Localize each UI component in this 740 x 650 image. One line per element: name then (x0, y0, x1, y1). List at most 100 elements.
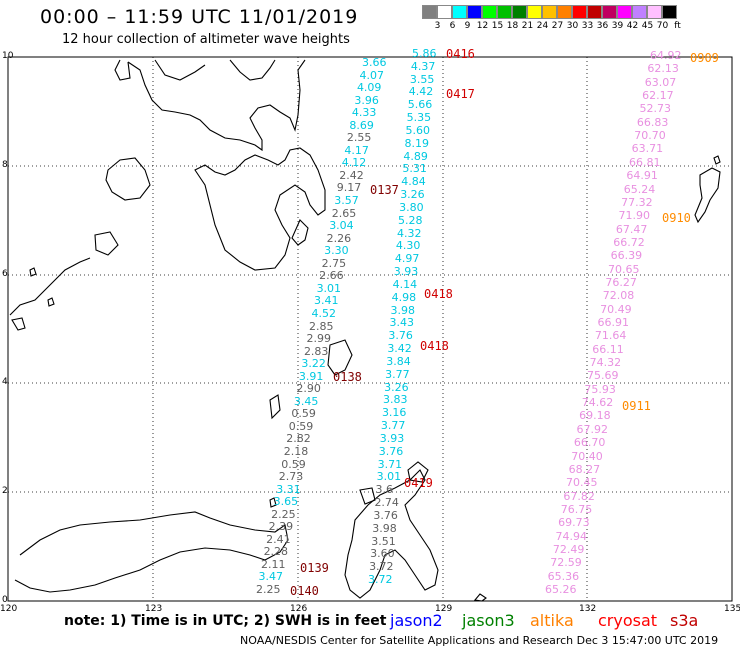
wave-height-label: 2.75 (321, 256, 347, 270)
colorbar-swatch (497, 5, 512, 19)
wave-height-label: 3.72 (369, 560, 394, 574)
pass-time-label: 0911 (622, 399, 651, 413)
wave-height-label: 3.65 (273, 495, 299, 509)
wave-height-label: 2.28 (263, 545, 289, 559)
pass-time-label: 0418 (420, 339, 449, 353)
wave-height-label: 3.26 (384, 380, 409, 394)
wave-height-label: 2.11 (261, 557, 286, 571)
colorbar-label: 3 (434, 21, 441, 31)
wave-height-label: 5.35 (406, 111, 432, 125)
colorbar-label: 12 (476, 21, 489, 31)
wave-height-label: 3.47 (258, 570, 284, 584)
x-tick-label: 132 (579, 604, 597, 614)
wave-height-label: 4.30 (395, 239, 421, 253)
colorbar-swatch (662, 5, 677, 19)
pass-time-label: 0140 (290, 584, 319, 598)
wave-height-label: 3.96 (354, 93, 379, 107)
wave-height-label: 2.25 (256, 583, 281, 596)
wave-height-label: 3.76 (378, 444, 404, 458)
wave-height-label: 70.49 (600, 302, 632, 316)
wave-height-label: 3.16 (381, 406, 407, 420)
map-title: 00:00 – 11:59 UTC 11/01/2019 (40, 6, 359, 28)
wave-height-label: 66.11 (592, 342, 624, 356)
wave-height-label: 66.81 (629, 155, 661, 169)
wave-height-label: 4.09 (356, 81, 382, 95)
wave-height-label: 3.42 (387, 342, 412, 356)
colorbar-label: 36 (596, 21, 609, 31)
wave-height-label: 72.59 (550, 556, 582, 570)
wave-height-label: 5.28 (398, 213, 423, 227)
wave-height-label: 8.69 (349, 118, 374, 132)
credit-line: NOAA/NESDIS Center for Satellite Applica… (240, 634, 719, 647)
wave-height-label: 2.25 (271, 507, 296, 521)
wave-height-label: 4.12 (341, 156, 367, 170)
map-subtitle: 12 hour collection of altimeter wave hei… (62, 32, 350, 47)
wave-height-label: 74.94 (555, 529, 588, 543)
wave-height-label: 3.83 (383, 393, 408, 407)
wave-height-label: 3.98 (390, 303, 416, 317)
wave-height-label: 70.45 (566, 476, 598, 490)
colorbar-label: ft (674, 21, 681, 31)
wave-height-label: 62.13 (647, 62, 679, 76)
y-tick-label: 6 (2, 269, 8, 279)
wave-height-label: 70.70 (634, 129, 666, 143)
wave-height-label: 0.59 (288, 419, 314, 433)
wave-height-label: 3.04 (329, 219, 354, 233)
wave-height-label: 4.52 (311, 306, 337, 320)
y-tick-label: 10 (2, 51, 14, 61)
wave-height-label: 3.01 (376, 470, 402, 484)
colorbar-label: 9 (464, 21, 471, 31)
colorbar-label: 42 (626, 21, 639, 31)
wave-height-label: 65.24 (623, 182, 656, 196)
x-tick-label: 135 (724, 604, 740, 614)
wave-height-label: 67.47 (615, 222, 648, 236)
wave-height-label: 4.84 (401, 175, 426, 189)
wave-height-label: 67.82 (563, 489, 595, 503)
wave-height-label: 5.66 (407, 98, 433, 112)
pass-time-label: 0139 (300, 561, 329, 575)
pass-time-label: 0910 (662, 211, 691, 225)
pass-time-label: 0909 (690, 51, 719, 65)
wave-height-label: 2.73 (278, 470, 304, 484)
wave-height-label: 3.71 (377, 457, 403, 471)
pass-time-label: 0418 (424, 287, 453, 301)
wave-height-label: 2.65 (331, 206, 357, 220)
legend-jason2: jason2 (390, 611, 443, 630)
wave-height-label: 3.57 (334, 194, 359, 208)
y-tick-label: 0 (2, 595, 8, 605)
colorbar-label: 33 (581, 21, 594, 31)
wave-height-label: 4.37 (410, 59, 436, 73)
legend-s3a: s3a (670, 611, 699, 630)
colorbar-swatch (542, 5, 557, 19)
colorbar-swatch (422, 5, 437, 19)
legend-cryosat: cryosat (598, 611, 658, 630)
wave-height-label: 9.17 (336, 181, 362, 195)
pass-time-label: 0417 (446, 87, 475, 101)
wave-height-label: 3.72 (368, 573, 393, 586)
wave-height-label: 3.98 (372, 521, 397, 535)
wave-height-label: 8.19 (404, 136, 429, 150)
wave-height-label: 3.51 (371, 534, 396, 548)
wave-height-label: 4.17 (344, 143, 369, 157)
wave-height-label: 63.07 (644, 75, 677, 89)
wave-height-label: 3.60 (370, 547, 395, 561)
colorbar-swatch (452, 5, 467, 19)
wave-height-label: 66.91 (597, 316, 630, 329)
wave-height-label: 75.93 (584, 382, 616, 396)
colorbar-swatch (467, 5, 482, 19)
wave-height-label: 0.59 (291, 407, 316, 421)
wave-height-label: 3.93 (393, 265, 419, 279)
wave-height-label: 3.6 (375, 483, 394, 497)
x-tick-label: 126 (290, 604, 308, 614)
wave-height-label: 52.73 (639, 102, 672, 116)
wave-height-label: 66.39 (610, 249, 643, 263)
wave-height-label: 2.26 (326, 231, 352, 245)
colorbar-swatch (572, 5, 587, 19)
wave-height-label: 74.62 (581, 396, 614, 410)
y-tick-label: 8 (2, 160, 8, 170)
colorbar-label: 21 (521, 21, 534, 31)
wave-height-label: 71.90 (618, 209, 651, 223)
colorbar-label: 18 (506, 21, 519, 31)
wave-height-label: 66.72 (613, 235, 645, 249)
wave-height-label: 77.32 (621, 195, 653, 209)
